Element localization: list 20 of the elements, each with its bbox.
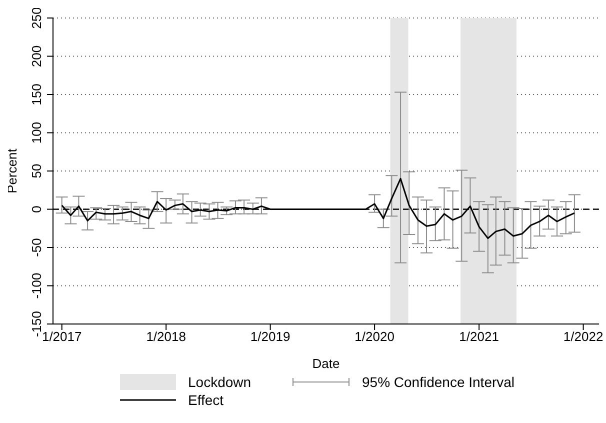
x-tick-label: 1/2019 xyxy=(250,329,290,344)
y-tick-label: 150 xyxy=(29,84,44,106)
x-tick-label: 1/2020 xyxy=(354,329,394,344)
text: 95% Confidence Interval xyxy=(362,374,515,390)
y-axis-title: Percent xyxy=(4,148,20,194)
x-tick-label: 1/2021 xyxy=(459,329,499,344)
y-tick-label: -100 xyxy=(29,272,44,299)
x-tick-label: 1/2017 xyxy=(42,329,82,344)
y-tick-label: 250 xyxy=(29,7,44,29)
y-tick-label: 200 xyxy=(29,45,44,68)
y-tick-label: -50 xyxy=(29,238,44,257)
legend-label: Effect xyxy=(187,392,225,408)
x-tick-label: 1/2022 xyxy=(563,329,604,344)
y-tick-label: -150 xyxy=(29,310,44,338)
x-tick-label: 1/2018 xyxy=(146,329,186,344)
y-tick-label: 50 xyxy=(29,164,44,178)
y-tick-label: 100 xyxy=(29,122,44,144)
y-tick-label: 0 xyxy=(29,206,44,213)
legend-label: Lockdown xyxy=(187,374,252,390)
x-axis-title: Date xyxy=(312,356,340,371)
